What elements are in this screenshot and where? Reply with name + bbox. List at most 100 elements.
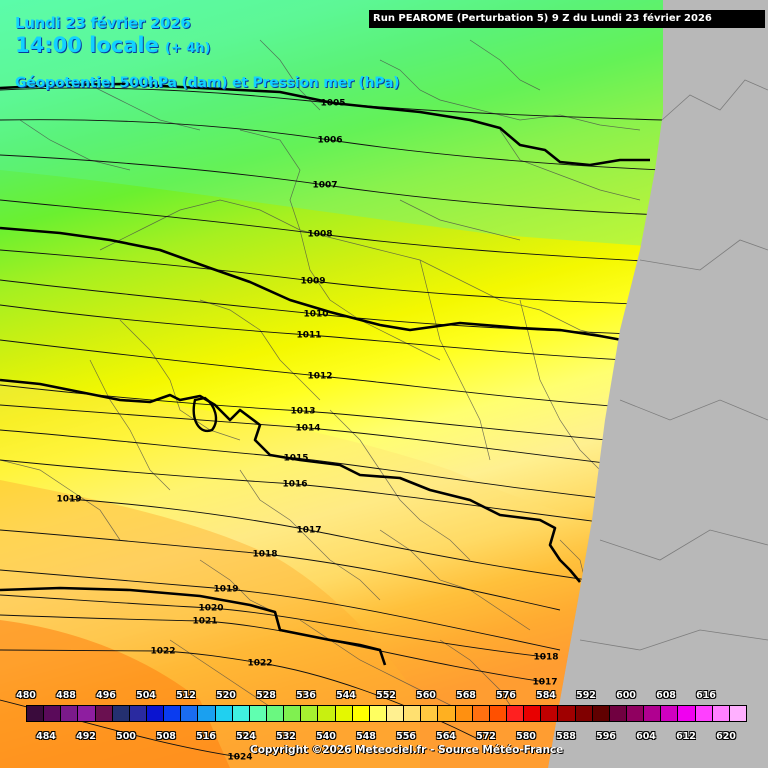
color-swatch (454, 705, 473, 722)
color-swatch (711, 705, 730, 722)
isobar-label-1013: 1013 (290, 407, 315, 417)
isobar-label-1020: 1020 (198, 604, 223, 614)
color-swatch (694, 705, 713, 722)
isobar-label-1017: 1017 (296, 526, 321, 536)
scale-label-bottom: 516 (196, 731, 216, 742)
isobar-label-1014: 1014 (295, 424, 320, 434)
scale-label-top: 528 (256, 690, 276, 701)
color-swatch (197, 705, 216, 722)
isobar-label-1017: 1017 (532, 678, 557, 688)
color-swatch (574, 705, 593, 722)
color-swatch (437, 705, 456, 722)
color-swatch (43, 705, 62, 722)
scale-label-top: 520 (216, 690, 236, 701)
color-swatch (351, 705, 370, 722)
color-swatch (128, 705, 147, 722)
scale-label-bottom: 532 (276, 731, 296, 742)
scale-label-bottom: 548 (356, 731, 376, 742)
isobar-labels: 1005 1006 1007 1008 1009 1010 1011 1012 1013 1014… (56, 99, 558, 763)
scale-label-top: 592 (576, 690, 596, 701)
scale-label-top: 576 (496, 690, 516, 701)
color-swatch (523, 705, 542, 722)
color-swatch (557, 705, 576, 722)
color-swatch (677, 705, 696, 722)
scale-label-bottom: 604 (636, 731, 656, 742)
color-swatch (214, 705, 233, 722)
scale-label-top: 480 (16, 690, 36, 701)
scale-label-bottom: 500 (116, 731, 136, 742)
color-swatch (540, 705, 559, 722)
scale-label-bottom: 596 (596, 731, 616, 742)
color-swatch (231, 705, 250, 722)
scale-label-top: 544 (336, 690, 356, 701)
isobar-label-1008: 1008 (307, 230, 332, 240)
color-swatch (111, 705, 130, 722)
isobar-label-1006: 1006 (317, 136, 342, 146)
run-info-banner: Run PEAROME (Perturbation 5) 9 Z du Lund… (369, 10, 765, 28)
color-swatch (180, 705, 199, 722)
isobar-label-1018: 1018 (533, 653, 558, 663)
scale-label-bottom: 492 (76, 731, 96, 742)
color-swatch (420, 705, 439, 722)
isobar-label-1019: 1019 (56, 495, 81, 505)
scale-label-top: 536 (296, 690, 316, 701)
color-swatch (334, 705, 353, 722)
scale-label-top: 488 (56, 690, 76, 701)
isobar-label-1015: 1015 (283, 454, 308, 464)
scale-label-top: 560 (416, 690, 436, 701)
scale-label-bottom: 588 (556, 731, 576, 742)
color-swatch (471, 705, 490, 722)
color-swatch (94, 705, 113, 722)
copyright-text: Copyright ©2026 Meteociel.fr - Source Mé… (250, 744, 564, 756)
isobar-label-1007: 1007 (312, 181, 337, 191)
forecast-date: Lundi 23 février 2026 (15, 14, 191, 32)
isobar-label-1016: 1016 (282, 480, 307, 490)
color-swatch (60, 705, 79, 722)
scale-label-top: 496 (96, 690, 116, 701)
scale-label-top: 568 (456, 690, 476, 701)
scale-label-bottom: 524 (236, 731, 256, 742)
scale-label-bottom: 612 (676, 731, 696, 742)
color-swatch (77, 705, 96, 722)
scale-label-bottom: 508 (156, 731, 176, 742)
isobar-label-1024: 1024 (227, 753, 252, 763)
scale-label-top: 616 (696, 690, 716, 701)
isobar-label-1022: 1022 (150, 647, 175, 657)
scale-label-top: 584 (536, 690, 556, 701)
scale-label-top: 608 (656, 690, 676, 701)
color-swatch (403, 705, 422, 722)
scale-label-top: 512 (176, 690, 196, 701)
scale-label-bottom: 580 (516, 731, 536, 742)
color-swatch (728, 705, 747, 722)
isobar-label-1005: 1005 (320, 99, 345, 109)
scale-label-top: 552 (376, 690, 396, 701)
color-swatch (146, 705, 165, 722)
isobar-label-1021: 1021 (192, 617, 217, 627)
scale-label-bottom: 540 (316, 731, 336, 742)
color-swatch (26, 705, 45, 722)
color-swatch (248, 705, 267, 722)
color-swatch (317, 705, 336, 722)
color-swatch (368, 705, 387, 722)
scale-label-bottom: 572 (476, 731, 496, 742)
isobar-label-1022: 1022 (247, 659, 272, 669)
color-swatch (591, 705, 610, 722)
scale-label-bottom: 564 (436, 731, 456, 742)
color-swatch (266, 705, 285, 722)
color-swatch (626, 705, 645, 722)
color-swatch (488, 705, 507, 722)
forecast-hour: 14:00 locale (15, 33, 159, 57)
forecast-lead: (+ 4h) (164, 41, 211, 56)
geopotential-color-scale: 480 488 496 504 512 520 528 536 544 552 560 568 576 5… (0, 688, 768, 748)
parameter-title: Géopotentiel 500hPa (dam) et Pression me… (15, 75, 400, 91)
isobar-label-1019: 1019 (213, 585, 238, 595)
color-swatch (506, 705, 525, 722)
scale-label-bottom: 620 (716, 731, 736, 742)
color-swatch (660, 705, 679, 722)
color-swatch (300, 705, 319, 722)
scale-label-top: 600 (616, 690, 636, 701)
isobar-label-1018: 1018 (252, 550, 277, 560)
scale-label-top: 504 (136, 690, 156, 701)
